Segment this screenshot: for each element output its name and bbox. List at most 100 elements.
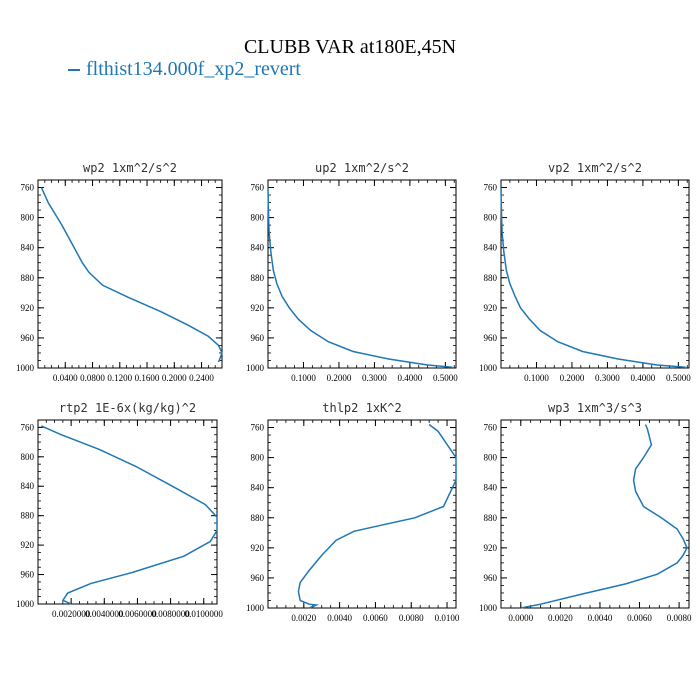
x-tick-label: 0.4000 <box>398 373 423 383</box>
x-tick-label: 0.3000 <box>362 373 387 383</box>
y-tick-label: 760 <box>484 183 498 193</box>
y-tick-label: 960 <box>484 573 498 583</box>
x-tick-label: 0.0400 <box>53 373 78 383</box>
y-tick-label: 880 <box>484 513 498 523</box>
x-tick-label: 0.0060 <box>363 613 388 623</box>
x-tick-label: 0.0000 <box>508 613 533 623</box>
y-tick-label: 760 <box>21 422 35 432</box>
subplot-4: rtp2 1E-6x(kg/kg)^20.00200000.00400000.0… <box>16 401 223 619</box>
y-tick-label: 920 <box>484 303 498 313</box>
legend-label: flthist134.000f_xp2_revert <box>86 58 301 80</box>
subplot-5: thlp2 1xK^2 0.0020 0.0040 0.0060 0.0080 0.010… <box>246 401 460 623</box>
x-tick-label: 0.0020 <box>291 613 316 623</box>
y-tick-label: 1000 <box>479 363 498 373</box>
y-tick-label: 1000 <box>479 603 498 613</box>
x-tick-label: 0.0800 <box>80 373 105 383</box>
y-tick-label: 960 <box>484 333 498 343</box>
subplot-title: wp2 1xm^2/s^2 <box>83 161 177 175</box>
x-tick-label: 0.0040 <box>588 613 613 623</box>
subplot-title: vp2 1xm^2/s^2 <box>548 161 642 175</box>
series-line <box>297 423 457 609</box>
legend: flthist134.000f_xp2_revert <box>68 58 301 81</box>
y-tick-label: 760 <box>484 423 498 433</box>
x-tick-label: 0.2000 <box>560 373 585 383</box>
plot-frame <box>267 419 457 609</box>
subplot-1: wp2 1xm^2/s^20.0400 0.0800 0.1200 0.1600 0.2… <box>16 161 223 383</box>
x-tick-label: 0.1600 <box>135 373 160 383</box>
x-tick-label: 0.0080 <box>399 613 424 623</box>
y-tick-label: 800 <box>484 213 498 223</box>
figure-title: CLUBB VAR at180E,45N <box>243 36 457 58</box>
x-tick-label: 0.5000 <box>666 373 691 383</box>
subplot-title: up2 1xm^2/s^2 <box>315 161 409 175</box>
plot-frame <box>37 179 223 369</box>
x-tick-label: 0.0100 <box>435 613 460 623</box>
subplot-6: wp3 1xm^3/s^3 0.0000 0.0020 0.0040 0.0060 0.0… <box>479 401 692 623</box>
plot-frame <box>267 179 457 369</box>
x-tick-label: 0.0100000 <box>185 609 224 619</box>
y-tick-label: 880 <box>21 273 35 283</box>
x-tick-label: 0.0080000 <box>151 609 190 619</box>
y-tick-label: 880 <box>484 273 498 283</box>
x-tick-label: 0.0080 <box>667 613 692 623</box>
subplot-title: rtp2 1E-6x(kg/kg)^2 <box>59 401 196 415</box>
series-line <box>40 187 223 363</box>
series-line <box>520 424 688 609</box>
x-tick-label: 0.2400 <box>189 373 214 383</box>
y-tick-label: 800 <box>21 452 35 462</box>
y-tick-label: 920 <box>484 543 498 553</box>
y-tick-label: 1000 <box>246 363 265 373</box>
plot-frame <box>37 419 218 605</box>
x-tick-label: 0.0020000 <box>52 609 91 619</box>
y-tick-label: 1000 <box>16 599 35 609</box>
y-tick-label: 960 <box>21 570 35 580</box>
y-tick-label: 800 <box>251 453 265 463</box>
x-tick-label: 0.2000 <box>327 373 352 383</box>
y-tick-label: 800 <box>251 213 265 223</box>
y-tick-label: 840 <box>21 481 35 491</box>
x-tick-label: 0.3000 <box>595 373 620 383</box>
legend-line-swatch <box>68 69 80 72</box>
y-tick-label: 960 <box>251 333 265 343</box>
y-tick-label: 840 <box>484 483 498 493</box>
y-tick-label: 1000 <box>16 363 35 373</box>
x-tick-label: 0.0020 <box>548 613 573 623</box>
y-tick-label: 1000 <box>246 603 265 613</box>
y-tick-label: 920 <box>251 543 265 553</box>
plot-frame <box>500 179 690 369</box>
y-tick-label: 840 <box>251 483 265 493</box>
series-line <box>267 187 453 368</box>
x-tick-label: 0.5000 <box>433 373 458 383</box>
x-tick-label: 0.1000 <box>524 373 549 383</box>
subplot-2: up2 1xm^2/s^2 0.1000 0.2000 0.3000 0.4000 0.5… <box>246 161 458 383</box>
y-tick-label: 800 <box>21 213 35 223</box>
x-tick-label: 0.1200 <box>107 373 132 383</box>
x-tick-label: 0.2000 <box>162 373 187 383</box>
y-tick-label: 920 <box>21 303 35 313</box>
series-line <box>500 187 686 368</box>
x-tick-label: 0.1000 <box>291 373 316 383</box>
y-tick-label: 880 <box>251 273 265 283</box>
subplot-title: wp3 1xm^3/s^3 <box>548 401 642 415</box>
y-tick-label: 880 <box>251 513 265 523</box>
x-tick-label: 0.0060000 <box>118 609 157 619</box>
y-tick-label: 960 <box>251 573 265 583</box>
x-tick-label: 0.0060 <box>627 613 652 623</box>
y-tick-label: 800 <box>484 453 498 463</box>
series-line <box>40 425 218 605</box>
y-tick-label: 840 <box>21 243 35 253</box>
y-tick-label: 920 <box>21 540 35 550</box>
subplot-title: thlp2 1xK^2 <box>322 401 401 415</box>
y-tick-label: 840 <box>251 243 265 253</box>
y-tick-label: 840 <box>484 243 498 253</box>
subplot-3: vp2 1xm^2/s^2 0.1000 0.2000 0.3000 0.4000 0.5… <box>479 161 691 383</box>
y-tick-label: 760 <box>251 423 265 433</box>
y-tick-label: 960 <box>21 333 35 343</box>
y-tick-label: 760 <box>251 183 265 193</box>
x-tick-label: 0.4000 <box>631 373 656 383</box>
y-tick-label: 880 <box>21 511 35 521</box>
plot-frame <box>500 419 690 609</box>
x-tick-label: 0.0040 <box>327 613 352 623</box>
x-tick-label: 0.0040000 <box>85 609 124 619</box>
